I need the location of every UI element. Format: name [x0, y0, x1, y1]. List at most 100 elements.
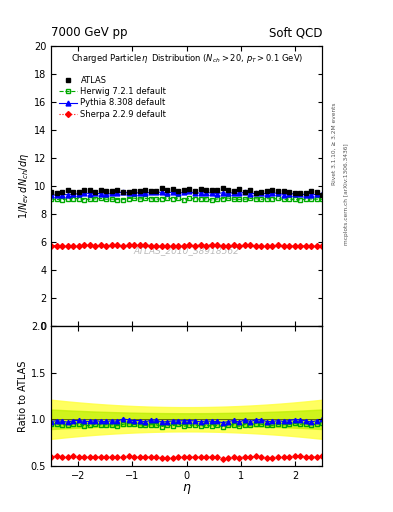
Pythia 8.308 default: [275, 190, 280, 196]
Herwig 7.2.1 default: [259, 196, 264, 202]
ATLAS: [314, 189, 319, 195]
Y-axis label: Ratio to ATLAS: Ratio to ATLAS: [18, 360, 28, 432]
Sherpa 2.2.9 default: [231, 242, 236, 248]
Herwig 7.2.1 default: [182, 197, 186, 203]
Pythia 8.308 default: [182, 189, 186, 196]
Herwig 7.2.1 default: [88, 196, 92, 202]
Sherpa 2.2.9 default: [303, 243, 308, 249]
ATLAS: [99, 187, 103, 194]
Pythia 8.308 default: [115, 190, 120, 196]
Pythia 8.308 default: [148, 189, 153, 195]
Sherpa 2.2.9 default: [171, 243, 175, 249]
Pythia 8.308 default: [93, 190, 98, 197]
Pythia 8.308 default: [220, 189, 225, 196]
Pythia 8.308 default: [187, 188, 192, 195]
Herwig 7.2.1 default: [275, 196, 280, 202]
Pythia 8.308 default: [65, 191, 70, 198]
ATLAS: [237, 186, 242, 192]
Sherpa 2.2.9 default: [264, 243, 269, 249]
Herwig 7.2.1 default: [60, 197, 64, 203]
Herwig 7.2.1 default: [193, 196, 197, 202]
ATLAS: [209, 187, 214, 193]
Sherpa 2.2.9 default: [198, 242, 203, 248]
ATLAS: [231, 188, 236, 194]
Herwig 7.2.1 default: [248, 196, 253, 202]
Sherpa 2.2.9 default: [320, 243, 325, 249]
ATLAS: [49, 189, 53, 195]
Herwig 7.2.1 default: [209, 197, 214, 203]
Sherpa 2.2.9 default: [99, 242, 103, 248]
Herwig 7.2.1 default: [115, 197, 120, 203]
Legend: ATLAS, Herwig 7.2.1 default, Pythia 8.308 default, Sherpa 2.2.9 default: ATLAS, Herwig 7.2.1 default, Pythia 8.30…: [58, 75, 167, 119]
ATLAS: [154, 188, 159, 195]
ATLAS: [264, 187, 269, 194]
Pythia 8.308 default: [121, 188, 125, 195]
Sherpa 2.2.9 default: [292, 243, 297, 249]
ATLAS: [65, 187, 70, 194]
Line: Pythia 8.308 default: Pythia 8.308 default: [49, 189, 325, 198]
Pythia 8.308 default: [242, 189, 247, 195]
Pythia 8.308 default: [176, 190, 181, 197]
Pythia 8.308 default: [165, 190, 170, 196]
Herwig 7.2.1 default: [287, 196, 292, 202]
ATLAS: [253, 189, 258, 196]
Herwig 7.2.1 default: [176, 195, 181, 201]
Text: 7000 GeV pp: 7000 GeV pp: [51, 26, 128, 39]
Text: ATLAS_2010_S8918562: ATLAS_2010_S8918562: [134, 246, 240, 255]
Herwig 7.2.1 default: [198, 196, 203, 202]
ATLAS: [54, 189, 59, 196]
Sherpa 2.2.9 default: [314, 243, 319, 249]
Herwig 7.2.1 default: [253, 196, 258, 202]
Herwig 7.2.1 default: [137, 196, 142, 202]
Sherpa 2.2.9 default: [209, 242, 214, 248]
Herwig 7.2.1 default: [126, 196, 131, 202]
Herwig 7.2.1 default: [82, 197, 86, 203]
Y-axis label: $1/N_{ev}\,dN_{ch}/d\eta$: $1/N_{ev}\,dN_{ch}/d\eta$: [17, 153, 31, 219]
Text: mcplots.cern.ch [arXiv:1306.3436]: mcplots.cern.ch [arXiv:1306.3436]: [344, 144, 349, 245]
ATLAS: [298, 189, 303, 196]
Sherpa 2.2.9 default: [93, 243, 98, 249]
ATLAS: [132, 188, 136, 194]
Herwig 7.2.1 default: [110, 196, 114, 202]
Herwig 7.2.1 default: [215, 196, 219, 202]
Sherpa 2.2.9 default: [132, 242, 136, 248]
ATLAS: [176, 188, 181, 194]
Text: Charged Particle$\,\eta\,$ Distribution ($N_{ch} > 20,\, p_{T} > 0.1$ GeV): Charged Particle$\,\eta\,$ Distribution …: [70, 52, 303, 65]
ATLAS: [104, 188, 109, 195]
Pythia 8.308 default: [209, 190, 214, 196]
Herwig 7.2.1 default: [76, 196, 81, 202]
Herwig 7.2.1 default: [309, 196, 314, 202]
Pythia 8.308 default: [303, 192, 308, 198]
Sherpa 2.2.9 default: [115, 242, 120, 248]
Sherpa 2.2.9 default: [248, 242, 253, 248]
ATLAS: [160, 185, 164, 191]
Sherpa 2.2.9 default: [49, 243, 53, 249]
ATLAS: [204, 187, 208, 194]
Pythia 8.308 default: [171, 189, 175, 195]
Herwig 7.2.1 default: [93, 196, 98, 202]
ATLAS: [88, 187, 92, 194]
ATLAS: [137, 188, 142, 194]
Text: Soft QCD: Soft QCD: [269, 26, 322, 39]
ATLAS: [148, 188, 153, 194]
Herwig 7.2.1 default: [121, 197, 125, 203]
ATLAS: [93, 188, 98, 195]
ATLAS: [60, 188, 64, 195]
Sherpa 2.2.9 default: [60, 243, 64, 249]
Sherpa 2.2.9 default: [82, 242, 86, 248]
Herwig 7.2.1 default: [143, 195, 147, 201]
Sherpa 2.2.9 default: [215, 242, 219, 248]
Pythia 8.308 default: [281, 191, 286, 198]
ATLAS: [76, 189, 81, 195]
Herwig 7.2.1 default: [99, 196, 103, 202]
ATLAS: [110, 188, 114, 194]
ATLAS: [71, 189, 75, 195]
X-axis label: $\eta$: $\eta$: [182, 482, 191, 496]
Sherpa 2.2.9 default: [220, 243, 225, 249]
Pythia 8.308 default: [99, 190, 103, 197]
Pythia 8.308 default: [292, 191, 297, 197]
Line: Herwig 7.2.1 default: Herwig 7.2.1 default: [49, 196, 325, 203]
Sherpa 2.2.9 default: [137, 242, 142, 248]
ATLAS: [248, 187, 253, 193]
Pythia 8.308 default: [253, 190, 258, 197]
